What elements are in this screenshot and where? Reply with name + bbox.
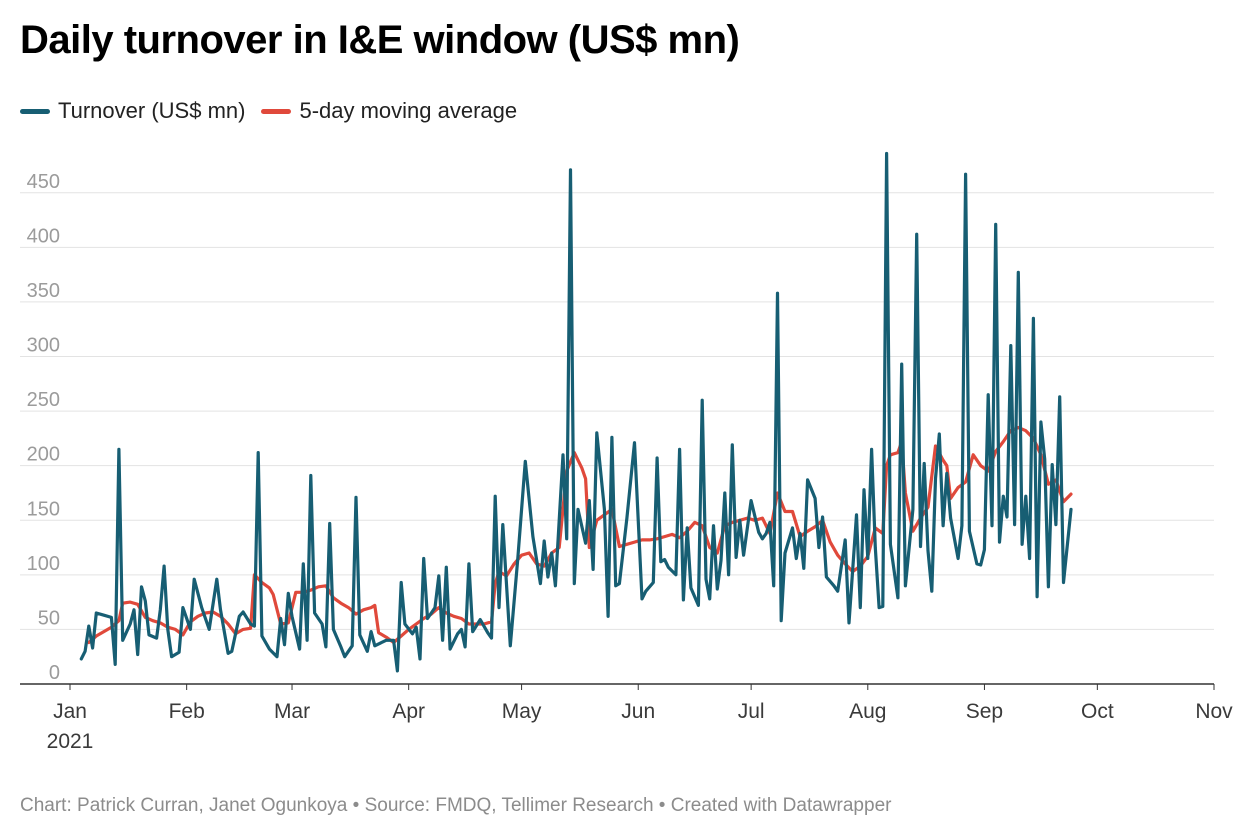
y-axis-ticks: 0 50 100 150 200 250 300 350 400 450 [27, 171, 60, 684]
chart-footer: Chart: Patrick Curran, Janet Ogunkoya • … [20, 795, 892, 816]
y-tick-label: 350 [27, 280, 60, 302]
y-tick-label: 50 [38, 607, 60, 629]
x-tick-label: Jun [621, 700, 655, 723]
x-tick-label: Feb [169, 700, 205, 723]
x-tick-label: May [502, 700, 542, 723]
x-tick-label: Mar [274, 700, 310, 723]
y-tick-label: 250 [27, 389, 60, 411]
x-tick-label: Sep [966, 700, 1003, 723]
legend-swatch-turnover [20, 108, 50, 114]
x-tick-label: Aug [849, 700, 886, 723]
legend-label-turnover: Turnover (US$ mn) [58, 98, 246, 123]
y-tick-label: 450 [27, 171, 60, 193]
series-line-moving-average [87, 425, 1073, 645]
y-tick-label: 150 [27, 498, 60, 520]
series-line-turnover [79, 151, 1073, 673]
legend-label-moving-average: 5-day moving average [299, 98, 518, 123]
x-tick-sublabel: 2021 [47, 730, 94, 753]
y-tick-label: 100 [27, 553, 60, 575]
y-tick-label: 0 [49, 662, 60, 684]
chart-title: Daily turnover in I&E window (US$ mn) [20, 18, 740, 62]
series-group [79, 151, 1073, 673]
x-tick-label: Jan [53, 700, 87, 723]
y-tick-label: 300 [27, 335, 60, 357]
y-tick-label: 200 [27, 444, 60, 466]
x-tick-label: Jul [738, 700, 765, 723]
x-tick-label: Apr [392, 700, 425, 723]
x-tick-label: Oct [1081, 700, 1114, 723]
legend-item-moving-average: 5-day moving average [261, 98, 517, 124]
legend-item-turnover: Turnover (US$ mn) [20, 98, 245, 124]
x-axis-ticks: Jan 2021 Feb Mar Apr May Jun Jul Aug Sep Oct Nov [47, 684, 1233, 753]
x-tick-label: Nov [1195, 700, 1233, 723]
legend-swatch-moving-average [261, 108, 292, 114]
chart-legend: Turnover (US$ mn) 5-day moving average [20, 98, 533, 124]
y-tick-label: 400 [27, 225, 60, 247]
